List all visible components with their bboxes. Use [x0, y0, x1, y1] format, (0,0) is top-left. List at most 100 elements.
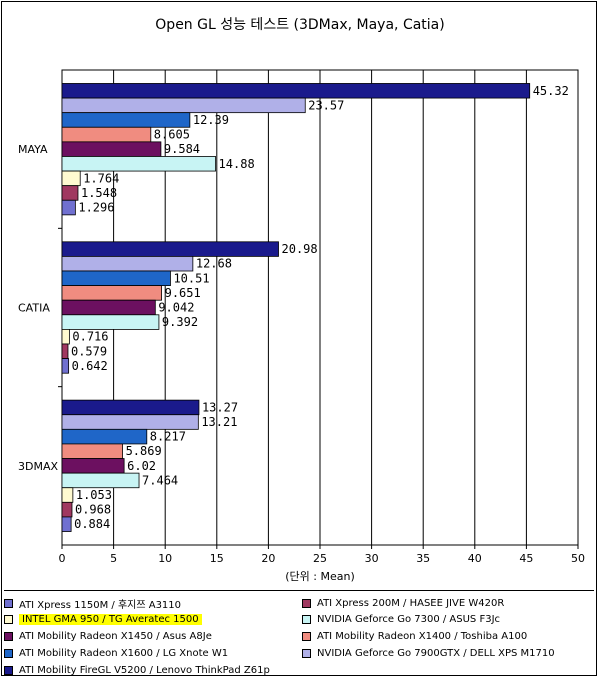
- legend-label: ATI Mobility Radeon X1600 / LG Xnote W1: [19, 647, 229, 659]
- bar: [61, 343, 69, 360]
- bar-value-label: 0.968: [75, 503, 111, 517]
- bar-value-label: 13.27: [202, 400, 238, 414]
- legend-label: NVIDIA Geforce Go 7300 / ASUS F3Jc: [317, 613, 501, 625]
- bar: [61, 358, 70, 374]
- legend-label: INTEL GMA 950 / TG Averatec 1500: [19, 613, 202, 625]
- legend-label: ATI Xpress 1150M / 후지쯔 A3110: [19, 599, 182, 611]
- legend-label: NVIDIA Geforce Go 7900GTX / DELL XPS M17…: [317, 647, 555, 659]
- bar: [61, 443, 123, 459]
- bar: [61, 458, 125, 474]
- bar: [61, 199, 76, 216]
- y-category-label: CATIA: [18, 302, 50, 315]
- y-category-label: MAYA: [18, 143, 48, 156]
- bar-value-label: 8.217: [150, 430, 186, 444]
- bar: [61, 83, 531, 99]
- bar-value-label: 1.548: [81, 186, 117, 200]
- x-tick-label: 10: [158, 552, 172, 565]
- legend-swatch: [302, 614, 311, 624]
- x-tick-label: 30: [365, 552, 379, 565]
- legend-item: ATI Mobility Radeon X1450 / Asus A8Je: [4, 629, 212, 643]
- x-tick-label: 15: [210, 552, 224, 565]
- bar-value-label: 12.68: [196, 257, 232, 271]
- axis-layer: 0 5 10 15 20 25 30 35 40 45 50 MAYA CATIA 3DMAX: [18, 143, 585, 565]
- legend-item: ATI Mobility Radeon X1400 / Toshiba A100: [302, 629, 527, 643]
- bar: [61, 516, 72, 532]
- x-tick-label: 0: [59, 552, 66, 565]
- bar: [61, 156, 216, 172]
- legend-swatch: [302, 598, 311, 608]
- bar: [61, 141, 162, 157]
- legend-item: ATI Mobility FireGL V5200 / Lenovo Think…: [4, 663, 270, 677]
- chart-title: Open GL 성능 테스트 (3DMax, Maya, Catia): [155, 17, 445, 33]
- bar: [61, 185, 79, 201]
- x-tick-label: 50: [571, 552, 585, 565]
- bar: [61, 170, 81, 187]
- legend-swatch: [302, 631, 311, 641]
- bar: [61, 270, 171, 287]
- legend-swatch: [4, 648, 13, 658]
- bar: [61, 112, 191, 128]
- bar-value-label: 1.296: [78, 201, 114, 215]
- bar: [61, 328, 70, 345]
- legend-swatch: [4, 614, 13, 624]
- x-tick-label: 45: [519, 552, 533, 565]
- bar-value-label: 8.605: [154, 128, 190, 142]
- x-tick-label: 5: [110, 552, 117, 565]
- bar-value-label: 0.579: [71, 344, 107, 358]
- x-axis-label: (단위 : Mean): [285, 570, 355, 583]
- bar: [61, 126, 152, 143]
- x-tick-label: 40: [468, 552, 482, 565]
- x-tick-label: 35: [416, 552, 430, 565]
- legend-item: ATI Xpress 200M / HASEE JIVE W420R: [302, 596, 504, 610]
- bar-value-label: 5.869: [126, 444, 162, 458]
- bar: [61, 414, 199, 430]
- bar: [61, 241, 279, 257]
- bar-value-label: 45.32: [533, 84, 569, 98]
- legend-item: NVIDIA Geforce Go 7900GTX / DELL XPS M17…: [302, 646, 555, 660]
- bar: [61, 299, 156, 316]
- legend-swatch: [4, 631, 13, 641]
- y-category-label: 3DMAX: [18, 460, 58, 473]
- legend-swatch: [4, 598, 13, 608]
- legend-label: ATI Xpress 200M / HASEE JIVE W420R: [317, 597, 505, 609]
- bar-value-label: 14.88: [219, 157, 255, 171]
- bar-value-label: 10.51: [173, 271, 209, 285]
- bar: [61, 255, 194, 272]
- legend-label: ATI Mobility Radeon X1400 / Toshiba A100: [317, 630, 528, 642]
- x-tick-label: 25: [313, 552, 327, 565]
- legend: ATI Xpress 1150M / 후지쯔 A3110 ATI Xpress 2…: [4, 590, 594, 677]
- legend-swatch: [4, 665, 13, 675]
- bar-value-label: 0.884: [74, 517, 110, 531]
- bar: [61, 399, 200, 416]
- legend-item: ATI Xpress 1150M / 후지쯔 A3110: [4, 596, 182, 611]
- bar-value-label: 7.464: [142, 473, 178, 487]
- bar-value-label: 23.57: [308, 98, 344, 112]
- bar-value-label: 6.02: [127, 459, 156, 473]
- bar-value-label: 12.39: [193, 113, 229, 127]
- bar-value-label: 13.21: [201, 415, 237, 429]
- bar-value-label: 1.764: [83, 171, 119, 185]
- legend-item: ATI Mobility Radeon X1600 / LG Xnote W1: [4, 646, 228, 660]
- bar: [61, 97, 306, 114]
- legend-label: ATI Mobility FireGL V5200 / Lenovo Think…: [19, 664, 270, 676]
- x-tick-label: 20: [261, 552, 275, 565]
- legend-item: INTEL GMA 950 / TG Averatec 1500: [4, 612, 202, 626]
- legend-swatch: [302, 648, 311, 658]
- bar-value-label: 20.98: [282, 242, 318, 256]
- legend-label: ATI Mobility Radeon X1450 / Asus A8Je: [19, 630, 212, 642]
- legend-item: NVIDIA Geforce Go 7300 / ASUS F3Jc: [302, 612, 500, 626]
- bar: [61, 285, 162, 301]
- bar: [61, 501, 73, 518]
- bar-value-label: 9.651: [165, 286, 201, 300]
- bar-value-label: 1.053: [76, 488, 112, 502]
- bar: [61, 314, 160, 330]
- bar: [61, 472, 140, 489]
- bar-value-label: 9.584: [164, 142, 200, 156]
- bar-value-label: 0.642: [72, 359, 108, 373]
- bar-value-label: 9.392: [162, 315, 198, 329]
- bar-value-label: 0.716: [72, 330, 108, 344]
- bar-value-label: 9.042: [158, 301, 194, 315]
- bar: [61, 428, 148, 445]
